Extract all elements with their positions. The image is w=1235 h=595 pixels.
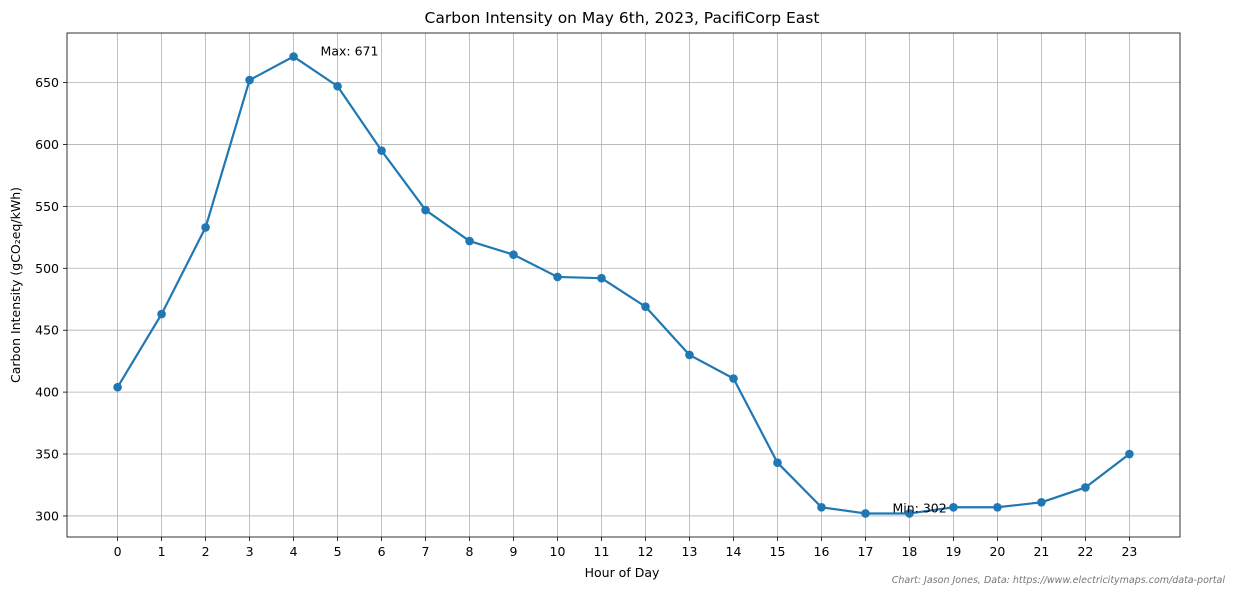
data-point xyxy=(641,302,650,311)
x-tick-label: 18 xyxy=(901,544,917,559)
data-point xyxy=(509,250,518,259)
data-point xyxy=(421,205,430,215)
min-annotation: Min: 302 xyxy=(892,500,946,515)
x-tick-label: 11 xyxy=(594,544,610,559)
data-point xyxy=(993,502,1002,512)
x-tick-label: 17 xyxy=(858,544,874,559)
x-tick-label: 1 xyxy=(158,544,166,559)
y-tick-label: 450 xyxy=(35,323,59,338)
x-tick-label: 13 xyxy=(682,544,698,559)
data-point xyxy=(465,236,474,246)
data-point xyxy=(201,223,210,232)
data-point xyxy=(773,458,782,468)
y-tick-label: 550 xyxy=(35,199,59,214)
y-tick-label: 650 xyxy=(35,75,59,90)
x-tick-label: 6 xyxy=(378,544,386,559)
x-tick-label: 5 xyxy=(334,544,342,559)
x-tick-label: 7 xyxy=(422,544,430,559)
x-tick-label: 22 xyxy=(1077,544,1093,559)
data-point xyxy=(1037,498,1046,507)
x-tick-label: 0 xyxy=(114,544,122,559)
x-tick-label: 23 xyxy=(1121,544,1137,559)
y-tick-label: 350 xyxy=(35,447,59,462)
x-tick-label: 8 xyxy=(466,544,474,559)
x-tick-label: 21 xyxy=(1033,544,1049,559)
data-point xyxy=(905,509,914,518)
y-tick-label: 500 xyxy=(35,261,59,276)
x-tick-label: 14 xyxy=(726,544,742,559)
y-axis-label: Carbon Intensity (gCO₂eq/kWh) xyxy=(8,187,23,383)
x-tick-label: 16 xyxy=(814,544,830,559)
y-tick-label: 400 xyxy=(35,385,59,400)
data-point xyxy=(289,52,298,61)
data-point xyxy=(1081,483,1090,492)
data-point xyxy=(817,502,826,512)
x-tick-label: 4 xyxy=(290,544,298,559)
x-tick-label: 20 xyxy=(989,544,1005,559)
x-tick-label: 10 xyxy=(550,544,566,559)
x-axis: 0 1 2 3 4 5 6 7 8 9 10 11 12 13 14 15 16 17 18 19 20 21 22 23 xyxy=(114,537,1137,559)
credit-text: Chart: Jason Jones, Data: https://www.el… xyxy=(892,575,1226,586)
data-point xyxy=(157,309,166,319)
data-point xyxy=(729,374,738,383)
series-line xyxy=(116,55,1131,515)
data-point xyxy=(113,382,122,392)
data-point xyxy=(553,272,562,282)
data-point xyxy=(685,350,694,360)
y-axis: 300 350 400 450 500 550 600 650 xyxy=(35,75,67,523)
x-tick-label: 19 xyxy=(945,544,961,559)
data-point xyxy=(245,75,254,85)
data-point xyxy=(597,273,606,283)
data-point xyxy=(1125,449,1134,459)
x-tick-label: 2 xyxy=(202,544,210,559)
x-tick-label: 9 xyxy=(510,544,518,559)
data-point xyxy=(333,81,342,91)
annotations: Max: 671 Min: 302 xyxy=(321,44,947,516)
max-annotation: Max: 671 xyxy=(321,44,379,59)
grid-lines xyxy=(67,33,1180,537)
y-tick-label: 300 xyxy=(35,508,59,523)
data-point xyxy=(377,146,386,155)
x-axis-label: Hour of Day xyxy=(585,565,660,580)
data-point xyxy=(949,502,958,512)
x-tick-label: 15 xyxy=(770,544,786,559)
x-tick-label: 12 xyxy=(638,544,654,559)
x-tick-label: 3 xyxy=(246,544,254,559)
y-tick-label: 600 xyxy=(35,137,59,152)
plot-frame xyxy=(66,32,1181,538)
data-point xyxy=(861,509,870,518)
chart-title: Carbon Intensity on May 6th, 2023, Pacif… xyxy=(425,9,820,27)
series-group xyxy=(113,52,1134,518)
